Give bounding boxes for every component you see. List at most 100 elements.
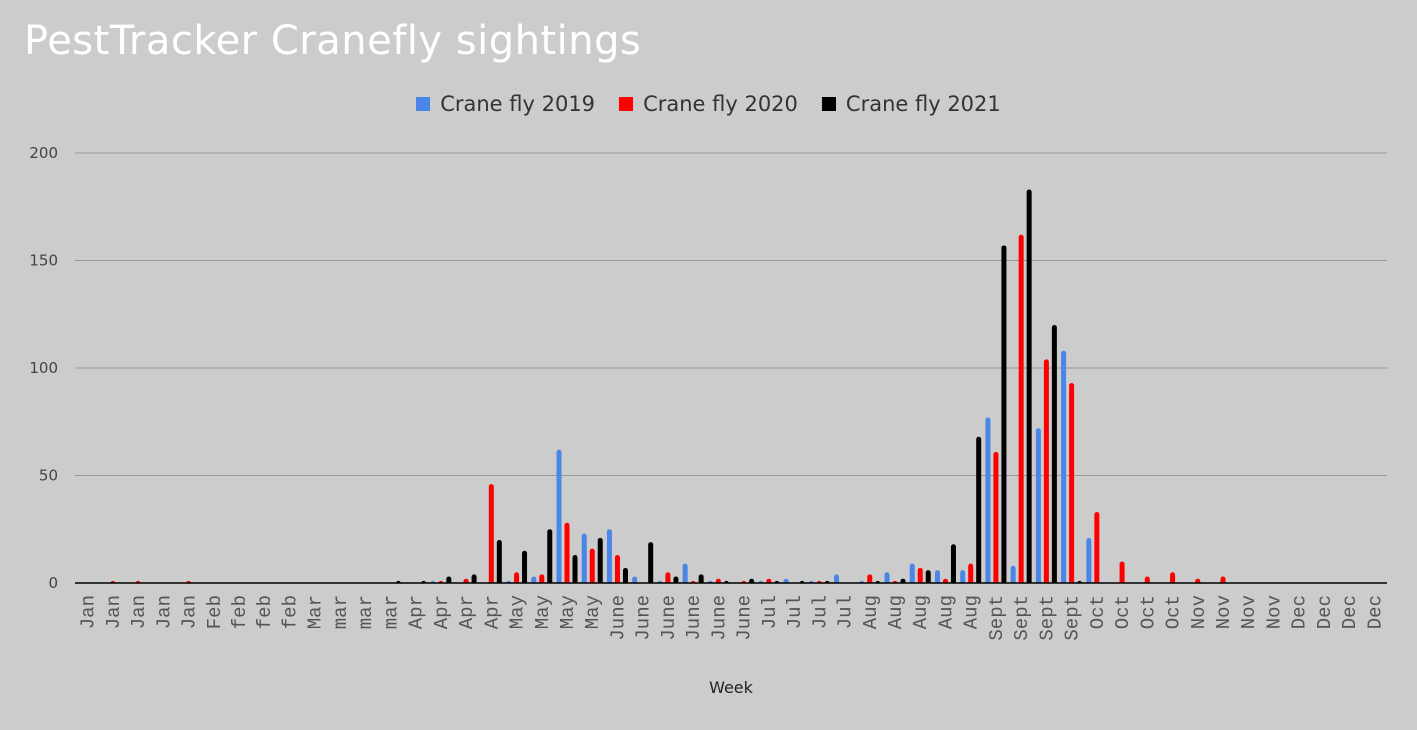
bar	[471, 574, 477, 583]
x-tick-label: Sept	[1036, 595, 1058, 641]
x-tick-label: feb	[279, 595, 301, 629]
bar	[597, 537, 603, 583]
x-tick-label: June	[633, 595, 655, 641]
x-tick-label: June	[683, 595, 705, 641]
x-tick-label: Nov	[1238, 595, 1260, 629]
legend: Crane fly 2019 Crane fly 2020 Crane fly …	[0, 92, 1417, 116]
bar	[665, 572, 671, 583]
x-tick-label: June	[708, 595, 730, 641]
y-tick-label: 150	[29, 252, 58, 270]
x-tick-label: Jan	[128, 595, 150, 629]
x-tick-label: Oct	[1112, 595, 1134, 629]
bar	[1119, 561, 1125, 583]
x-tick-label: feb	[254, 595, 276, 629]
bar	[632, 576, 638, 583]
bar	[564, 522, 570, 583]
x-tick-label: Apr	[456, 595, 478, 629]
bar	[1010, 565, 1016, 583]
x-tick-label: Mar	[305, 595, 327, 629]
bar	[950, 544, 956, 583]
x-tick-label: Jan	[78, 595, 100, 629]
bar	[1220, 576, 1226, 583]
bar	[925, 570, 931, 583]
legend-item-2020: Crane fly 2020	[619, 92, 798, 116]
x-tick-label: Jul	[784, 595, 806, 629]
bar	[547, 529, 553, 583]
x-tick-label: Nov	[1213, 595, 1235, 629]
bar	[942, 578, 948, 583]
x-tick-label: mar	[330, 595, 352, 629]
x-tick-label: Jan	[103, 595, 125, 629]
bar	[673, 576, 679, 583]
bar	[1051, 325, 1057, 583]
y-tick-label: 200	[29, 144, 58, 162]
x-tick-label: Dec	[1339, 595, 1361, 629]
bar	[648, 542, 654, 583]
bar	[496, 540, 502, 583]
x-tick-label: June	[607, 595, 629, 641]
bar	[715, 578, 721, 583]
bar	[900, 578, 906, 583]
bar	[834, 574, 840, 583]
x-tick-label: mar	[380, 595, 402, 629]
x-tick-label: Aug	[885, 595, 907, 629]
bar	[917, 567, 923, 583]
bar	[589, 548, 595, 583]
bar	[993, 451, 999, 583]
x-tick-label: June	[658, 595, 680, 641]
x-tick-label: Aug	[860, 595, 882, 629]
x-tick-label: Jan	[179, 595, 201, 629]
bar	[976, 436, 982, 583]
x-tick-label: Jul	[759, 595, 781, 629]
legend-item-2019: Crane fly 2019	[416, 92, 595, 116]
x-tick-label: May	[532, 595, 554, 629]
x-tick-label: Sept	[1062, 595, 1084, 641]
x-tick-label: Oct	[1087, 595, 1109, 629]
bar	[1061, 350, 1067, 583]
bar	[1069, 383, 1075, 583]
x-tick-label: May	[557, 595, 579, 629]
x-tick-label: Oct	[1137, 595, 1159, 629]
x-tick-label: Apr	[481, 595, 503, 629]
bar	[934, 570, 940, 583]
x-tick-label: mar	[355, 595, 377, 629]
x-tick-label: Jan	[153, 595, 175, 629]
x-tick-label: Dec	[1364, 595, 1386, 629]
x-tick-label: Jul	[835, 595, 857, 629]
x-tick-label: Dec	[1314, 595, 1336, 629]
x-tick-label: Sept	[1011, 595, 1033, 641]
legend-label: Crane fly 2021	[845, 92, 1001, 116]
bar	[1043, 359, 1049, 583]
legend-swatch	[416, 97, 431, 111]
y-tick-label: 0	[48, 574, 58, 592]
x-tick-label: Nov	[1188, 595, 1210, 629]
x-tick-label: Aug	[961, 595, 983, 629]
x-tick-label: Aug	[935, 595, 957, 629]
bar	[1144, 576, 1150, 583]
bar	[682, 563, 688, 583]
bar	[614, 555, 620, 583]
x-tick-label: Jul	[809, 595, 831, 629]
x-tick-label: Sept	[986, 595, 1008, 641]
bar	[539, 574, 545, 583]
bar	[960, 570, 966, 583]
bar	[572, 555, 578, 583]
x-tick-label: June	[734, 595, 756, 641]
bar	[783, 578, 789, 583]
bar	[749, 578, 755, 583]
bar	[463, 578, 469, 583]
x-tick-label: Feb	[204, 595, 226, 629]
bar	[1026, 189, 1032, 584]
bar	[968, 563, 974, 583]
y-tick-label: 100	[29, 359, 58, 377]
bar	[514, 572, 520, 583]
legend-label: Crane fly 2020	[643, 92, 798, 116]
bar	[531, 576, 537, 583]
y-tick-label: 50	[39, 467, 58, 485]
legend-item-2021: Crane fly 2021	[821, 92, 1001, 116]
bar	[867, 574, 873, 583]
bar	[606, 529, 612, 583]
x-tick-label: feb	[229, 595, 251, 629]
bar	[698, 574, 704, 583]
